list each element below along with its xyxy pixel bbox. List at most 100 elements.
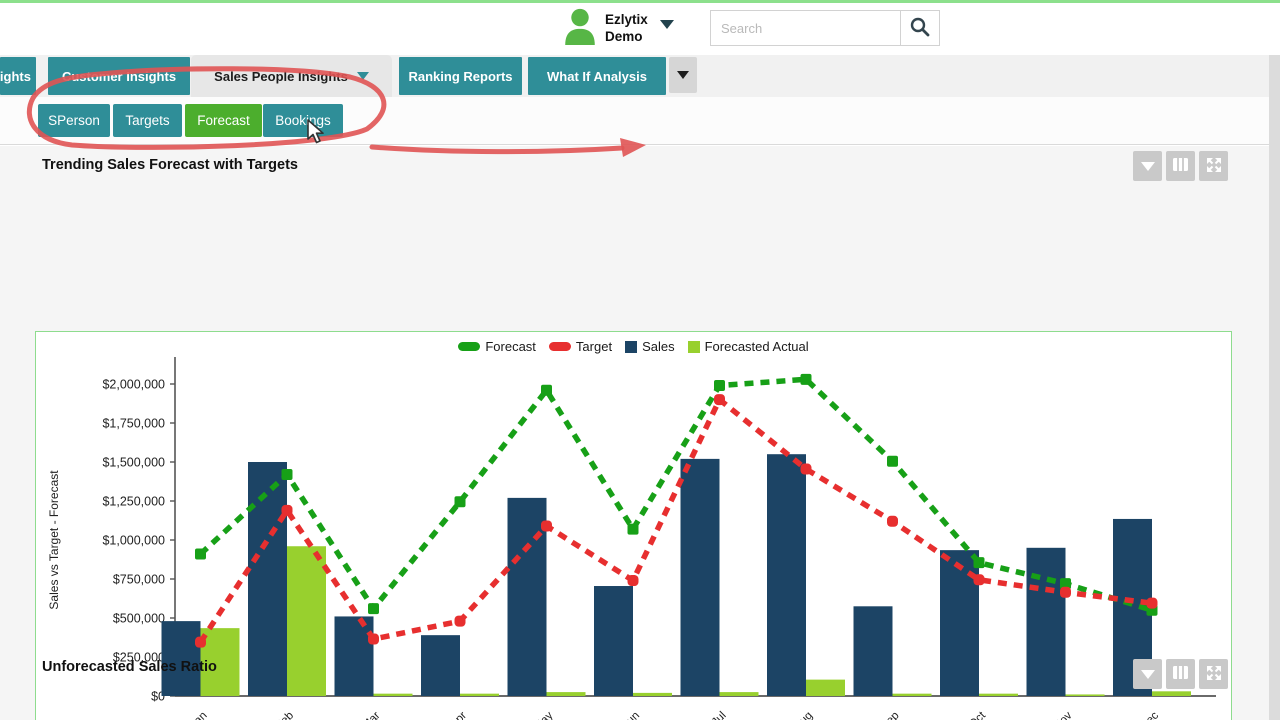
legend-label: Forecast bbox=[485, 339, 536, 354]
data-point-marker bbox=[454, 615, 466, 627]
forecast-chart-panel: Forecast Target Sales Forecasted Actual $0 $… bbox=[35, 331, 1232, 720]
legend-label: Sales bbox=[642, 339, 675, 354]
nav-tab-ranking-reports[interactable]: Ranking Reports bbox=[399, 57, 522, 95]
y-tick-label: $1,250,000 bbox=[102, 495, 165, 509]
nav-tab-sales-people-insights[interactable]: Sales People Insights bbox=[191, 55, 392, 97]
user-menu[interactable]: Ezlytix Demo bbox=[563, 7, 674, 50]
data-point-marker bbox=[800, 373, 812, 385]
x-tick-label: Jul bbox=[710, 710, 729, 720]
data-point-marker bbox=[541, 520, 552, 532]
search-box bbox=[710, 10, 940, 46]
bar bbox=[680, 458, 720, 696]
legend-item: Forecast bbox=[458, 339, 536, 354]
data-point-marker bbox=[1060, 586, 1071, 598]
person-icon bbox=[563, 7, 597, 50]
bar bbox=[979, 693, 1018, 696]
data-point-marker bbox=[368, 633, 379, 645]
x-tick-label: Apr bbox=[448, 710, 469, 720]
bar bbox=[892, 693, 932, 696]
legend-marker bbox=[687, 340, 700, 353]
data-point-marker bbox=[714, 394, 725, 406]
expand-button[interactable] bbox=[1199, 151, 1228, 181]
sub-tab-sperson[interactable]: SPerson bbox=[38, 104, 110, 137]
sub-tab-forecast[interactable]: Forecast bbox=[185, 104, 262, 137]
legend-item: Forecasted Actual bbox=[687, 339, 809, 354]
section1-toolbar bbox=[1129, 151, 1228, 181]
nav-tab-sights[interactable]: sights bbox=[0, 57, 36, 95]
bar bbox=[334, 616, 374, 696]
x-tick-label: Mar bbox=[360, 710, 383, 720]
x-tick-label: Nov bbox=[1052, 709, 1075, 720]
data-point-marker bbox=[1146, 597, 1158, 609]
search-input[interactable] bbox=[710, 10, 900, 46]
data-point-marker bbox=[1060, 578, 1071, 590]
data-table-button[interactable] bbox=[1166, 151, 1195, 181]
x-tick-label: Dec bbox=[1138, 709, 1161, 720]
data-point-marker bbox=[281, 504, 293, 516]
scrollbar-track[interactable] bbox=[1269, 55, 1280, 720]
caret-down-icon bbox=[659, 20, 674, 29]
legend-label: Target bbox=[575, 339, 613, 354]
nav-overflow-button[interactable] bbox=[669, 57, 697, 93]
data-point-marker bbox=[800, 463, 812, 475]
bar bbox=[633, 692, 672, 696]
legend-label: Forecasted Actual bbox=[704, 339, 809, 354]
sub-tab-bookings[interactable]: Bookings bbox=[263, 104, 343, 137]
user-name: Ezlytix Demo bbox=[605, 11, 648, 44]
x-tick-label: Aug bbox=[792, 710, 815, 720]
nav-tab-label: Sales People Insights bbox=[214, 68, 348, 84]
bar-series-sales bbox=[161, 454, 1152, 696]
data-point-marker bbox=[454, 496, 466, 508]
data-point-marker bbox=[973, 557, 985, 569]
y-tick-label: $250,000 bbox=[113, 651, 165, 665]
line-series-forecast bbox=[195, 373, 1158, 616]
bar bbox=[200, 628, 240, 696]
y-tick-label: $1,750,000 bbox=[102, 417, 165, 431]
x-tick-label: May bbox=[532, 709, 556, 720]
data-point-marker bbox=[541, 384, 552, 396]
data-point-marker bbox=[195, 636, 206, 648]
sub-tab-targets[interactable]: Targets bbox=[113, 104, 182, 137]
nav-tab-what-if-analysis[interactable]: What If Analysis bbox=[528, 57, 666, 95]
table-icon bbox=[1172, 157, 1189, 175]
nav-tab-label: Customer Insights bbox=[61, 68, 177, 84]
bar bbox=[373, 693, 413, 696]
collapse-button[interactable] bbox=[1133, 151, 1162, 181]
section-title-unforecasted: Unforecasted Sales Ratio bbox=[42, 659, 217, 675]
nav-tab-customer-insights[interactable]: Customer Insights bbox=[48, 57, 190, 95]
y-tick-label: $500,000 bbox=[113, 612, 165, 626]
line-series-target bbox=[195, 394, 1158, 648]
collapse-button[interactable] bbox=[1133, 659, 1162, 689]
caret-down-icon bbox=[677, 71, 689, 79]
bar bbox=[1065, 694, 1105, 696]
caret-down-icon bbox=[1140, 669, 1155, 679]
legend-item: Target bbox=[548, 339, 613, 354]
chart-legend: Forecast Target Sales Forecasted Actual bbox=[36, 339, 1231, 354]
legend-item: Sales bbox=[625, 339, 675, 354]
y-tick-label: $1,500,000 bbox=[102, 456, 165, 470]
caret-down-icon bbox=[1140, 161, 1155, 171]
search-button[interactable] bbox=[900, 10, 940, 46]
forecast-chart: $0$250,000$500,000$750,000$1,000,000$1,2… bbox=[47, 357, 1216, 720]
bar bbox=[767, 454, 806, 696]
x-tick-label: Feb bbox=[274, 710, 297, 720]
bar bbox=[1026, 547, 1066, 696]
data-point-marker bbox=[281, 468, 293, 480]
x-tick-label: Sep bbox=[879, 710, 902, 720]
caret-down-icon bbox=[356, 72, 369, 80]
main-nav: sights Customer Insights Sales People Insi… bbox=[0, 55, 1280, 97]
sub-nav: SPerson Targets Forecast Bookings bbox=[0, 97, 1280, 145]
expand-button[interactable] bbox=[1199, 659, 1228, 689]
bar bbox=[1152, 691, 1191, 696]
bar bbox=[161, 621, 201, 696]
bar bbox=[719, 692, 759, 696]
nav-tab-label: What If Analysis bbox=[547, 68, 647, 84]
bar bbox=[806, 679, 845, 696]
bar bbox=[546, 692, 586, 696]
legend-marker bbox=[625, 340, 638, 353]
data-table-button[interactable] bbox=[1166, 659, 1195, 689]
x-tick-label: Oct bbox=[967, 709, 989, 720]
data-point-marker bbox=[195, 548, 206, 560]
nav-tab-label: Ranking Reports bbox=[408, 68, 513, 84]
x-tick-label: Jun bbox=[621, 710, 643, 720]
